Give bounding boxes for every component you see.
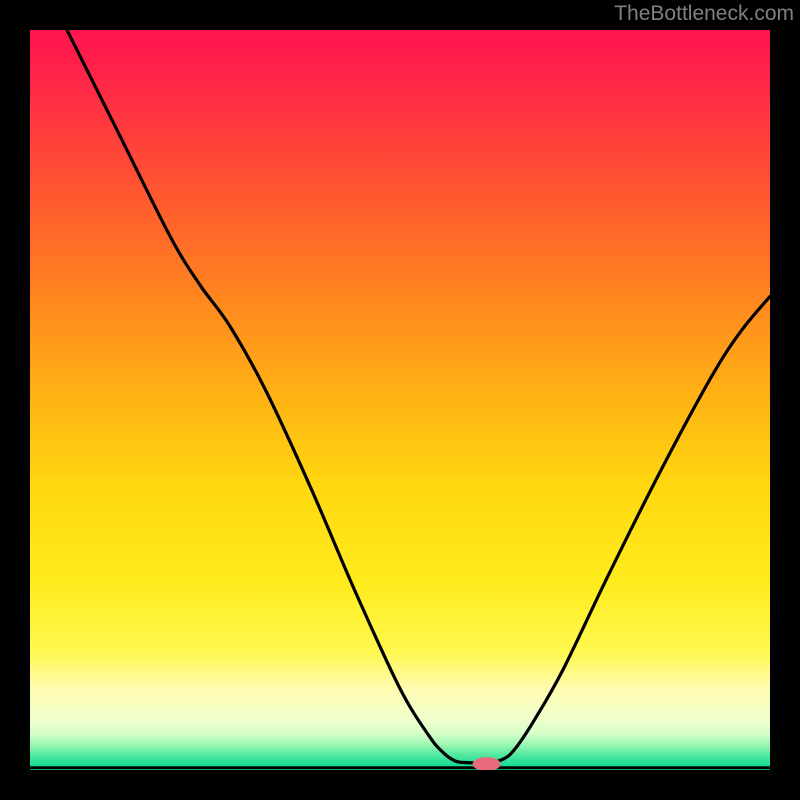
- chart-svg: [30, 30, 770, 770]
- bottleneck-chart: [30, 30, 770, 770]
- attribution-text: TheBottleneck.com: [614, 2, 794, 26]
- gradient-background: [30, 30, 770, 770]
